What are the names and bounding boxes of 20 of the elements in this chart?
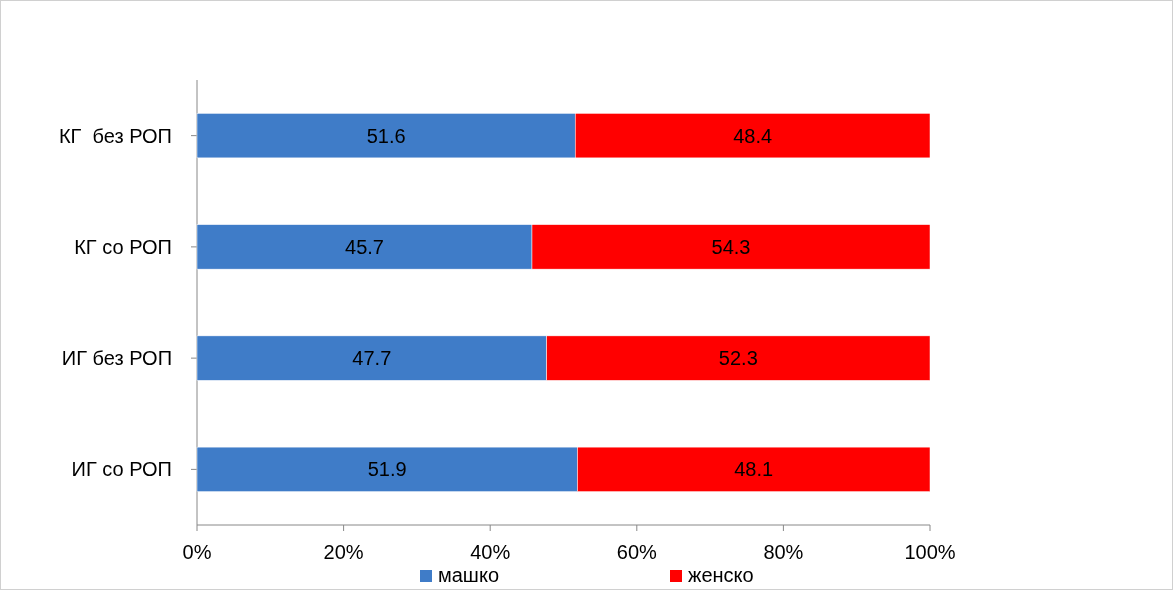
data-label: 47.7 (352, 347, 392, 370)
data-label: 48.1 (734, 458, 774, 481)
data-label: 54.3 (711, 235, 751, 258)
y-tick-label: КГ со РОП (74, 235, 172, 258)
y-tick-label: ИГ со РОП (71, 458, 172, 481)
legend-label: машко (438, 564, 500, 586)
x-tick-label: 80% (763, 541, 804, 563)
data-label: 45.7 (345, 235, 384, 258)
data-label: 48.4 (733, 124, 773, 147)
legend-label: женско (688, 564, 754, 586)
x-tick-label: 60% (616, 541, 658, 563)
y-tick-label: КГ без РОП (58, 124, 172, 147)
data-label: 51.9 (367, 458, 407, 481)
y-tick-label: ИГ без РОП (61, 347, 172, 370)
data-label: 52.3 (718, 347, 758, 370)
data-label: 51.6 (366, 124, 406, 147)
x-tick-label: 40% (470, 541, 511, 563)
x-tick-label: 20% (323, 541, 364, 563)
x-tick-label: 100% (904, 541, 956, 563)
x-tick-label: 0% (182, 541, 212, 563)
